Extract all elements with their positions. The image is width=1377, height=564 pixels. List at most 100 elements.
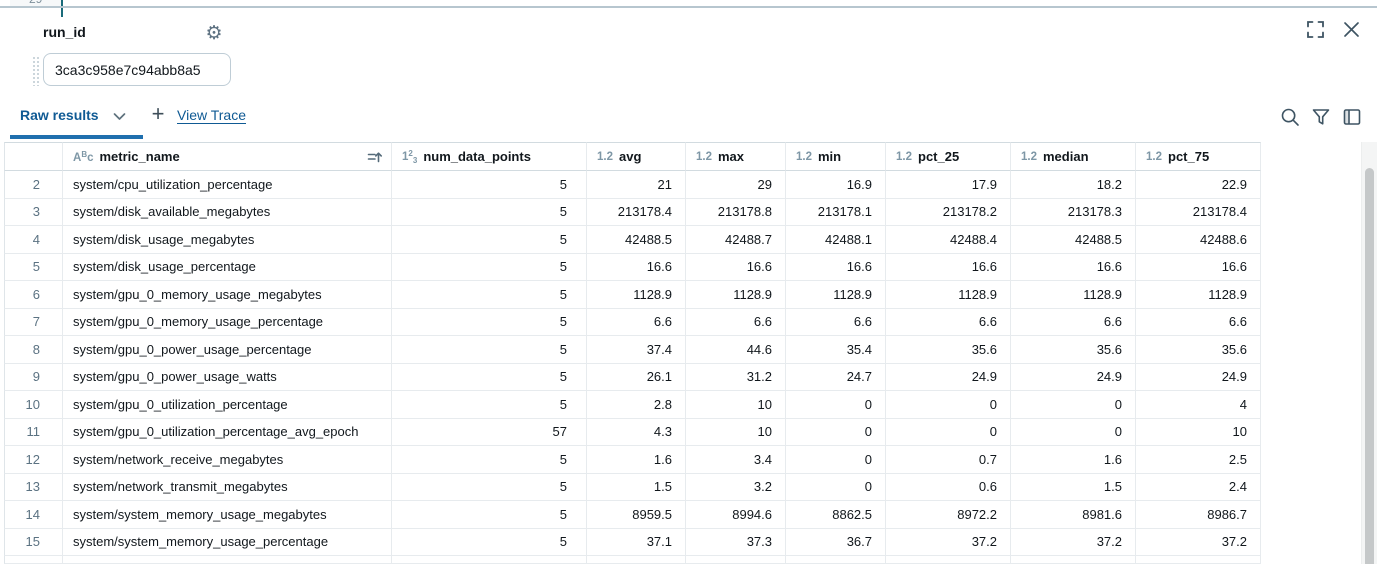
sort-ascending-icon[interactable]	[367, 150, 383, 164]
cell-avg[interactable]: 1.5	[587, 473, 686, 501]
cell-median[interactable]: 18.2	[1011, 171, 1136, 199]
cell-pct_25[interactable]: 16.6	[886, 253, 1011, 281]
cell-metric_name[interactable]: system/disk_available_megabytes	[63, 198, 392, 226]
row-number[interactable]: 8	[4, 336, 63, 364]
row-number[interactable]: 9	[4, 363, 63, 391]
cell-max[interactable]: 16.6	[686, 253, 786, 281]
cell-num_data_points[interactable]: 5	[392, 528, 587, 556]
close-icon[interactable]	[1342, 19, 1362, 39]
run-id-input[interactable]	[43, 53, 231, 86]
cell-median[interactable]: 8981.6	[1011, 501, 1136, 529]
cell-metric_name[interactable]: system/disk_usage_percentage	[63, 253, 392, 281]
cell-max[interactable]: 6.6	[686, 308, 786, 336]
cell-num_data_points[interactable]: 5	[392, 446, 587, 474]
cell-avg[interactable]: 26.1	[587, 363, 686, 391]
cell-pct_75[interactable]: 35.6	[1136, 336, 1261, 364]
column-header-avg[interactable]: 1.2 avg	[587, 142, 686, 171]
cell-max[interactable]: 29	[686, 171, 786, 199]
row-number[interactable]: 10	[4, 391, 63, 419]
cell-median[interactable]: 37.2	[1011, 528, 1136, 556]
cell-max[interactable]: 10	[686, 418, 786, 446]
columns-panel-icon[interactable]	[1342, 107, 1362, 127]
cell-pct_75[interactable]: 37.2	[1136, 528, 1261, 556]
cell-max[interactable]: 213178.8	[686, 198, 786, 226]
row-number[interactable]: 5	[4, 253, 63, 281]
cell-median[interactable]: 1128.9	[1011, 281, 1136, 309]
cell-max[interactable]: 10	[686, 391, 786, 419]
cell-avg[interactable]: 1.6	[587, 446, 686, 474]
cell-pct_25[interactable]: 35.6	[886, 336, 1011, 364]
gear-icon[interactable]: ⚙︎	[202, 21, 226, 45]
cell-pct_25[interactable]: 6.6	[886, 308, 1011, 336]
cell-metric_name[interactable]: system/network_transmit_megabytes	[63, 473, 392, 501]
cell-median[interactable]: 16.6	[1011, 253, 1136, 281]
column-header-pct_25[interactable]: 1.2 pct_25	[886, 142, 1011, 171]
cell-avg[interactable]: 2.8	[587, 391, 686, 419]
cell-num_data_points[interactable]: 5	[392, 281, 587, 309]
row-number[interactable]: 2	[4, 171, 63, 199]
cell-pct_75[interactable]: 8986.7	[1136, 501, 1261, 529]
cell-pct_75[interactable]: 1128.9	[1136, 281, 1261, 309]
cell-pct_75[interactable]: 22.9	[1136, 171, 1261, 199]
row-number[interactable]: 3	[4, 198, 63, 226]
cell-max[interactable]: 37.3	[686, 528, 786, 556]
cell-pct_25[interactable]: 0.6	[886, 473, 1011, 501]
cell-metric_name[interactable]: system/gpu_0_memory_usage_megabytes	[63, 281, 392, 309]
cell-median[interactable]: 213178.3	[1011, 198, 1136, 226]
cell-pct_25[interactable]: 1128.9	[886, 281, 1011, 309]
cell-pct_75[interactable]: 24.9	[1136, 363, 1261, 391]
cell-min[interactable]: 24.7	[786, 363, 886, 391]
cell-min[interactable]: 16.9	[786, 171, 886, 199]
cell-metric_name[interactable]: system/gpu_0_power_usage_watts	[63, 363, 392, 391]
cell-max[interactable]: 8994.6	[686, 501, 786, 529]
cell-avg[interactable]: 37.1	[587, 528, 686, 556]
cell-min[interactable]: 1128.9	[786, 281, 886, 309]
cell-pct_25[interactable]: 8972.2	[886, 501, 1011, 529]
cell-avg[interactable]: 21	[587, 171, 686, 199]
column-header-pct_75[interactable]: 1.2 pct_75	[1136, 142, 1261, 171]
cell-median[interactable]: 0	[1011, 418, 1136, 446]
cell-min[interactable]: 0	[786, 473, 886, 501]
search-icon[interactable]	[1280, 107, 1300, 127]
cell-min[interactable]: 8862.5	[786, 501, 886, 529]
cell-max[interactable]: 3.2	[686, 473, 786, 501]
cell-num_data_points[interactable]: 5	[392, 336, 587, 364]
cell-num_data_points[interactable]: 5	[392, 308, 587, 336]
cell-pct_25[interactable]: 17.9	[886, 171, 1011, 199]
cell-pct_75[interactable]: 2.5	[1136, 446, 1261, 474]
cell-num_data_points[interactable]: 5	[392, 198, 587, 226]
cell-min[interactable]: 6.6	[786, 308, 886, 336]
column-header-num_data_points[interactable]: 123 num_data_points	[392, 142, 587, 171]
cell-avg[interactable]: 4.3	[587, 418, 686, 446]
cell-max[interactable]: 31.2	[686, 363, 786, 391]
cell-num_data_points[interactable]: 5	[392, 363, 587, 391]
cell-pct_75[interactable]: 4	[1136, 391, 1261, 419]
cell-pct_75[interactable]: 16.6	[1136, 253, 1261, 281]
cell-pct_25[interactable]: 0	[886, 418, 1011, 446]
cell-pct_25[interactable]: 42488.4	[886, 226, 1011, 254]
cell-pct_75[interactable]: 213178.4	[1136, 198, 1261, 226]
vertical-scrollbar[interactable]	[1361, 142, 1377, 564]
cell-min[interactable]: 16.6	[786, 253, 886, 281]
row-number[interactable]: 11	[4, 418, 63, 446]
cell-metric_name[interactable]: system/network_receive_megabytes	[63, 446, 392, 474]
chevron-down-icon[interactable]	[113, 112, 126, 122]
tab-raw-results[interactable]: Raw results	[20, 107, 99, 123]
row-number[interactable]: 7	[4, 308, 63, 336]
cell-pct_25[interactable]: 37.2	[886, 528, 1011, 556]
row-number[interactable]: 6	[4, 281, 63, 309]
scrollbar-thumb[interactable]	[1365, 168, 1374, 564]
cell-min[interactable]: 0	[786, 391, 886, 419]
cell-pct_25[interactable]: 24.9	[886, 363, 1011, 391]
column-header-metric_name[interactable]: ABc metric_name	[63, 142, 392, 171]
row-number[interactable]: 15	[4, 528, 63, 556]
cell-avg[interactable]: 42488.5	[587, 226, 686, 254]
cell-min[interactable]: 213178.1	[786, 198, 886, 226]
cell-num_data_points[interactable]: 5	[392, 473, 587, 501]
cell-metric_name[interactable]: system/system_memory_usage_percentage	[63, 528, 392, 556]
cell-metric_name[interactable]: system/cpu_utilization_percentage	[63, 171, 392, 199]
cell-median[interactable]: 35.6	[1011, 336, 1136, 364]
cell-min[interactable]: 35.4	[786, 336, 886, 364]
cell-median[interactable]: 24.9	[1011, 363, 1136, 391]
cell-median[interactable]: 42488.5	[1011, 226, 1136, 254]
